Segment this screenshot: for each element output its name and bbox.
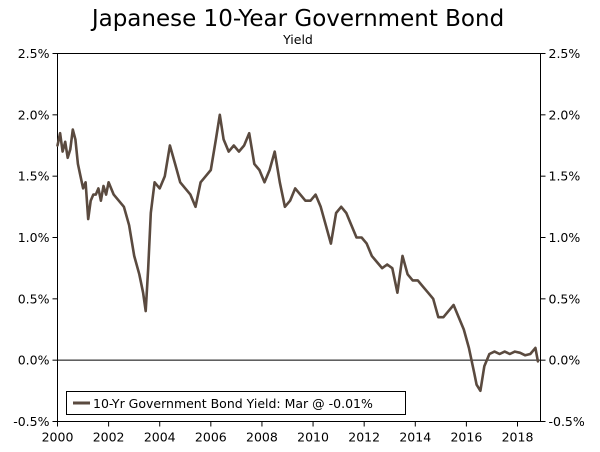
x-tick-label: 2004: [144, 430, 176, 445]
x-tick-label: 2002: [93, 430, 125, 445]
x-tick-label: 2008: [246, 430, 278, 445]
chart-title: Japanese 10-Year Government Bond: [90, 6, 504, 32]
right-y-tick-label: 2.0%: [549, 107, 581, 122]
right-y-tick-label: 0.5%: [549, 291, 581, 306]
series-line: [56, 113, 540, 393]
right-y-tick-label: -0.5%: [549, 414, 585, 429]
chart-subtitle: Yield: [282, 32, 313, 47]
right-y-tick-label: 0.0%: [549, 353, 581, 368]
left-y-tick-label: -0.5%: [13, 414, 49, 429]
x-tick-label: 2010: [297, 430, 329, 445]
left-y-tick-label: 2.0%: [18, 107, 50, 122]
right-y-axis: 2.5% 2.0% 1.5% 1.0% 0.5% 0.0% -0.5%: [540, 46, 585, 429]
x-tick-label: 2012: [348, 430, 380, 445]
left-y-tick-label: 2.5%: [18, 46, 50, 61]
left-y-tick-label: 1.5%: [18, 169, 50, 184]
series-layer: [56, 113, 540, 393]
left-y-axis: 2.5% 2.0% 1.5% 1.0% 0.5% 0.0% -0.5%: [13, 46, 58, 429]
left-y-tick-label: 0.0%: [18, 353, 50, 368]
x-axis: 2000 2002 2004 2006 2008 2010 2012 2014 2016 2018: [42, 421, 534, 445]
legend-label: 10-Yr Government Bond Yield: Mar @ -0.01…: [93, 396, 373, 411]
x-tick-label: 2006: [195, 430, 227, 445]
left-y-tick-label: 1.0%: [18, 230, 50, 245]
x-tick-label: 2018: [502, 430, 534, 445]
left-y-tick-label: 0.5%: [18, 291, 50, 306]
legend-box: [66, 391, 406, 415]
right-y-tick-label: 2.5%: [549, 46, 581, 61]
legend: 10-Yr Government Bond Yield: Mar @ -0.01…: [66, 391, 406, 415]
x-tick-label: 2014: [399, 430, 431, 445]
right-y-tick-label: 1.5%: [549, 169, 581, 184]
x-tick-label: 2000: [42, 430, 74, 445]
x-tick-label: 2016: [450, 430, 482, 445]
right-y-tick-label: 1.0%: [549, 230, 581, 245]
